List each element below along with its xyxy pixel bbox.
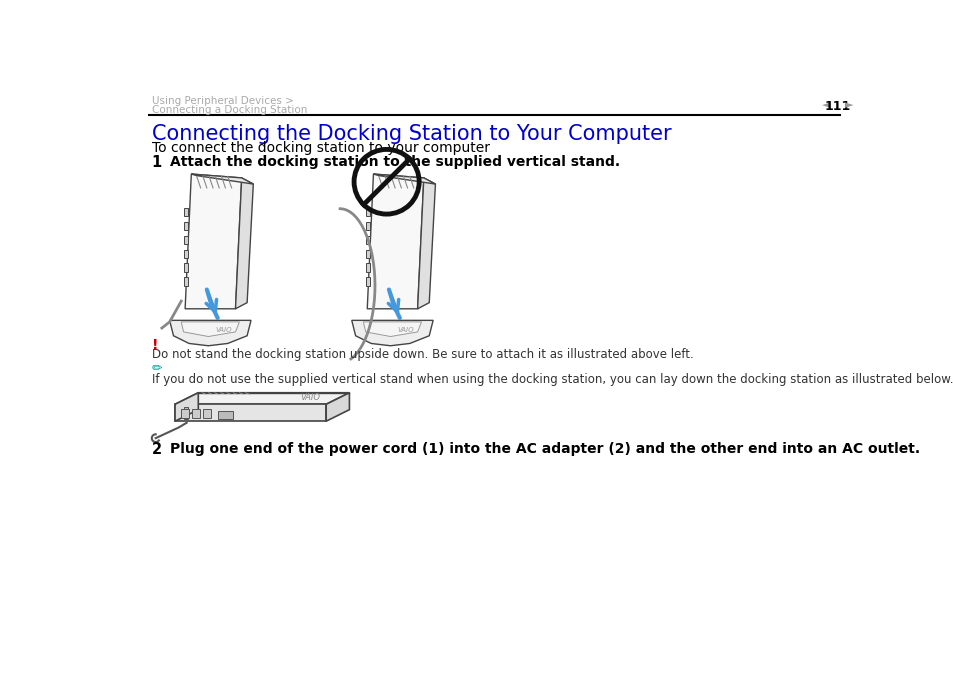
Text: ►: ► (844, 100, 853, 110)
Text: 1: 1 (152, 155, 162, 170)
Polygon shape (174, 393, 349, 404)
Text: Connecting a Docking Station: Connecting a Docking Station (152, 104, 307, 115)
Bar (203, 409, 211, 418)
Bar (183, 277, 188, 286)
Polygon shape (181, 322, 239, 336)
Text: VAIO: VAIO (397, 328, 414, 334)
Text: ✏: ✏ (152, 363, 162, 375)
Text: !: ! (152, 338, 158, 352)
Polygon shape (174, 404, 326, 421)
Polygon shape (367, 174, 423, 309)
Text: VAIO: VAIO (300, 393, 320, 402)
Bar (183, 208, 188, 216)
Text: Using Peripheral Devices >: Using Peripheral Devices > (152, 96, 294, 106)
Text: Do not stand the docking station upside down. Be sure to attach it as illustrate: Do not stand the docking station upside … (152, 348, 693, 361)
Polygon shape (192, 174, 253, 184)
Text: 111: 111 (823, 100, 850, 113)
Polygon shape (185, 174, 241, 309)
Polygon shape (373, 174, 435, 184)
Bar (365, 208, 370, 216)
Polygon shape (326, 393, 349, 421)
Bar (365, 222, 370, 231)
Bar (192, 409, 199, 418)
Bar (365, 264, 370, 272)
Polygon shape (352, 320, 433, 346)
Bar (184, 414, 188, 419)
Polygon shape (235, 178, 253, 309)
Bar (184, 406, 188, 412)
Bar (181, 409, 189, 418)
Text: If you do not use the supplied vertical stand when using the docking station, yo: If you do not use the supplied vertical … (152, 373, 952, 386)
Text: 2: 2 (152, 442, 162, 457)
Polygon shape (417, 178, 435, 309)
Text: Connecting the Docking Station to Your Computer: Connecting the Docking Station to Your C… (152, 124, 671, 144)
Text: Plug one end of the power cord (1) into the AC adapter (2) and the other end int: Plug one end of the power cord (1) into … (170, 442, 919, 456)
Text: ◄: ◄ (821, 100, 829, 110)
Bar (183, 236, 188, 244)
Bar (217, 411, 233, 419)
Bar (365, 249, 370, 258)
Bar (365, 277, 370, 286)
Bar (183, 222, 188, 231)
Polygon shape (174, 393, 198, 421)
Text: VAIO: VAIO (215, 328, 232, 334)
Bar (365, 236, 370, 244)
Bar (183, 264, 188, 272)
Polygon shape (363, 322, 421, 336)
Polygon shape (170, 320, 251, 346)
Text: Attach the docking station to the supplied vertical stand.: Attach the docking station to the suppli… (170, 155, 619, 168)
Text: To connect the docking station to your computer: To connect the docking station to your c… (152, 141, 489, 155)
Bar (183, 249, 188, 258)
